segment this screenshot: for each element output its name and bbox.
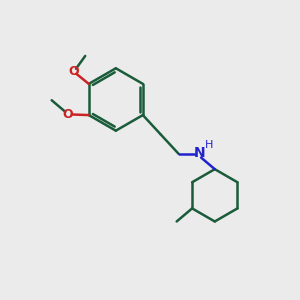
Text: H: H <box>205 140 214 150</box>
Text: N: N <box>194 146 205 160</box>
Text: O: O <box>68 65 79 78</box>
Text: O: O <box>63 108 73 121</box>
